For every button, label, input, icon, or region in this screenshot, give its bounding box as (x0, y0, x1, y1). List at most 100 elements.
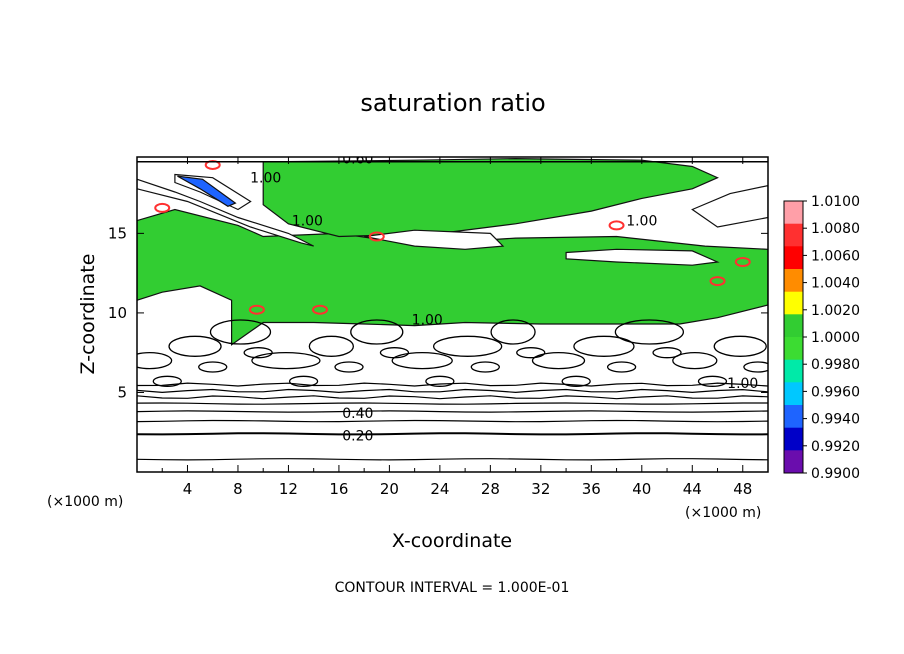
colorbar-label: 0.9960 (811, 384, 860, 400)
z-unit-label: (×1000 m) (47, 494, 123, 510)
x-tick-label: 28 (481, 480, 500, 498)
cloud-contour-inner-3 (288, 375, 319, 387)
cloud-contour-inner-6 (425, 375, 455, 387)
colorbar-swatch (784, 427, 803, 451)
cloud-contour-13 (713, 335, 767, 357)
colorbar-label: 0.9980 (811, 357, 860, 373)
hotspot-3 (608, 220, 625, 231)
cloud-contour-inner-8 (516, 347, 546, 359)
colorbar-swatch (784, 246, 803, 270)
x-tick-label: 20 (380, 480, 399, 498)
stratified-contour-1 (137, 432, 768, 436)
x-tick-label: 44 (683, 480, 702, 498)
x-tick-label: 40 (632, 480, 651, 498)
stratified-contour-5 (137, 395, 768, 400)
cloud-contour-inner-10 (606, 361, 637, 373)
colorbar-label: 1.0060 (811, 248, 860, 264)
stratified-contours (137, 382, 768, 461)
colorbar: 1.0100 1.0080 1.0060 1.0040 1.0020 1.0000 0.99… (783, 194, 860, 482)
colorbar-label: 1.0000 (811, 330, 860, 346)
y-tick-label: 15 (108, 224, 127, 242)
colorbar-label: 1.0040 (811, 276, 860, 292)
cloud-contour-inner-9 (561, 375, 591, 387)
colorbar-swatch (784, 269, 803, 293)
cloud-contour-inner-4 (334, 361, 364, 373)
colorbar-swatch (784, 359, 803, 383)
colorbar-swatch (784, 337, 803, 361)
x-tick-label: 24 (430, 480, 449, 498)
colorbar-swatch (784, 450, 803, 474)
contour-label: 1.00 (250, 171, 281, 187)
colorbar-swatch (784, 223, 803, 247)
contour-label: 1.00 (292, 214, 323, 230)
colorbar-label: 1.0100 (811, 194, 860, 210)
y-axis-label: Z-coordinate (77, 254, 99, 375)
colorbar-label: 1.0080 (811, 221, 860, 237)
field-region-7 (177, 175, 237, 207)
hotspot-2 (368, 231, 385, 242)
colorbar-swatch (784, 382, 803, 406)
x-tick-label: 12 (279, 480, 298, 498)
cloud-contour-9 (531, 351, 586, 370)
x-tick-label: 16 (329, 480, 348, 498)
cloud-contour-12 (672, 351, 718, 370)
contour-label: 1.00 (626, 214, 657, 230)
x-tick-label: 32 (531, 480, 550, 498)
hotspot-1 (204, 159, 221, 170)
contour-interval-footer: CONTOUR INTERVAL = 1.000E-01 (335, 580, 570, 596)
cloud-contour-3 (251, 351, 321, 370)
x-tick-label: 8 (233, 480, 243, 498)
plot-area: 1.00 1.00 1.00 1.00 1.00 0.60 0.40 0.20 (136, 152, 769, 473)
contour-label: 1.00 (727, 376, 758, 392)
cloud-contour-inner-13 (743, 361, 768, 373)
colorbar-swatch (784, 201, 803, 225)
contour-label: 0.20 (342, 428, 373, 444)
stratified-contour-0 (137, 458, 768, 461)
cloud-contour-5 (350, 319, 404, 345)
x-unit-label: (×1000 m) (685, 505, 761, 521)
cloud-contour-inner-1 (198, 361, 228, 373)
hotspot-6 (248, 304, 265, 315)
cloud-layer-contours (137, 319, 768, 387)
cloud-contour-11 (614, 319, 685, 345)
cloud-contour-1 (168, 335, 222, 357)
cloud-contour-inner-0 (152, 375, 182, 387)
plot-content: 1.00 1.00 1.00 1.00 1.00 0.60 0.40 0.20 (137, 152, 768, 472)
y-tick-labels: 5 10 15 (108, 224, 768, 401)
stratified-contour-4 (137, 402, 768, 405)
x-axis-label: X-coordinate (392, 530, 512, 552)
x-tick-labels: 4 8 12 16 20 24 28 32 36 40 44 48 (161, 157, 752, 498)
colorbar-swatch (784, 405, 803, 429)
stratified-contour-6 (137, 388, 768, 394)
contour-label: 0.60 (342, 152, 373, 168)
cloud-contour-7 (432, 335, 503, 357)
stratified-contour-3 (137, 410, 768, 413)
cloud-contour-inner-11 (652, 347, 682, 359)
field-region-3 (364, 229, 505, 250)
contour-label: 0.40 (342, 406, 373, 422)
cloud-contour-0 (137, 351, 173, 370)
field-region-5 (691, 184, 768, 228)
x-tick-label: 48 (733, 480, 752, 498)
colorbar-swatch (784, 314, 803, 338)
chart-title: saturation ratio (360, 89, 545, 117)
field-region-1 (262, 157, 719, 238)
cloud-contour-6 (391, 351, 453, 370)
colorbar-label: 0.9940 (811, 412, 860, 428)
cloud-contour-8 (490, 319, 536, 345)
field-region-2 (137, 178, 314, 247)
colorbar-swatch (784, 291, 803, 315)
cloud-contour-inner-12 (697, 375, 728, 387)
plot-frame (136, 156, 769, 473)
y-tick-label: 10 (108, 304, 127, 322)
hotspot-7 (311, 304, 328, 315)
colorbar-label: 0.9920 (811, 439, 860, 455)
x-tick-label: 4 (183, 480, 193, 498)
y-tick-label: 5 (117, 383, 127, 401)
hotspot-4 (709, 276, 726, 287)
cloud-contour-10 (573, 335, 635, 357)
stratified-contour-2 (137, 419, 768, 423)
cloud-contour-inner-7 (470, 361, 500, 373)
colorbar-label: 1.0020 (811, 303, 860, 319)
